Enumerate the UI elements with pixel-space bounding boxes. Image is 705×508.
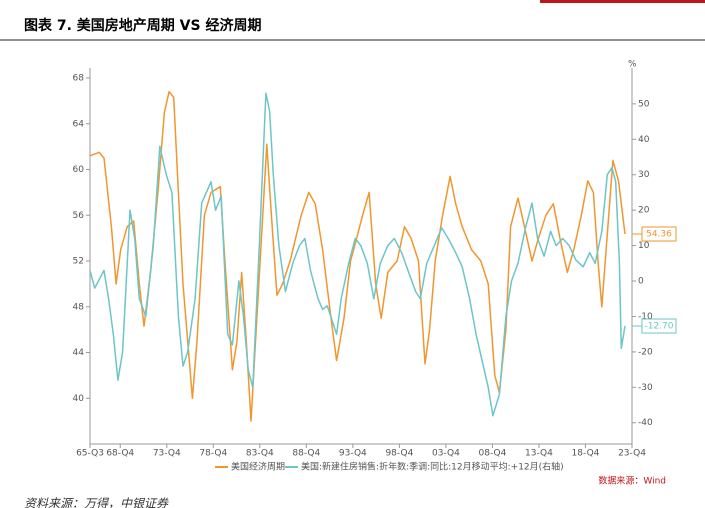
y-tick-label: 56	[73, 211, 85, 221]
y2-tick-label: 10	[638, 241, 650, 251]
y2-unit: %	[628, 60, 637, 70]
y2-tick-label: 50	[638, 99, 650, 109]
x-tick-label: 88-Q4	[292, 449, 320, 459]
y-tick-label: 52	[73, 257, 84, 267]
x-tick-label: 65-Q3	[76, 449, 104, 459]
end-label: -12.70	[644, 322, 673, 332]
y2-tick-label: 40	[638, 135, 650, 145]
y-tick-label: 40	[73, 394, 85, 404]
title: 图表 7. 美国房地产周期 VS 经济周期	[24, 17, 261, 34]
x-tick-label: 68-Q4	[106, 449, 134, 459]
x-tick-label: 83-Q4	[246, 449, 274, 459]
y-tick-label: 64	[73, 119, 85, 129]
y-tick-label: 68	[73, 74, 85, 84]
legend-label: 美国:新建住房销售:折年数:季调:同比:12月移动平均:+12月(右轴)	[301, 461, 564, 473]
x-tick-label: 93-Q4	[339, 449, 367, 459]
y-tick-label: 60	[73, 165, 85, 175]
y2-tick-label: 0	[638, 277, 644, 287]
x-tick-label: 03-Q4	[432, 449, 460, 459]
y2-tick-label: -20	[638, 347, 653, 357]
x-tick-label: 23-Q4	[618, 449, 646, 459]
y2-tick-label: -40	[638, 418, 653, 428]
y-tick-label: 44	[73, 348, 85, 358]
x-tick-label: 08-Q4	[479, 449, 507, 459]
x-tick-label: 18-Q4	[572, 449, 600, 459]
x-tick-label: 13-Q4	[525, 449, 553, 459]
footer: 资料来源：万得，中银证券	[24, 497, 169, 508]
y2-tick-label: -10	[638, 312, 653, 322]
y2-tick-label: 20	[638, 206, 650, 216]
x-tick-label: 73-Q4	[153, 449, 181, 459]
line-series	[89, 90, 626, 422]
y-tick-label: 48	[73, 302, 85, 312]
x-tick-label: 98-Q4	[385, 449, 413, 459]
end-label: 54.36	[646, 230, 672, 240]
y2-tick-label: -30	[638, 383, 653, 393]
legend-label: 美国经济周期	[231, 461, 285, 473]
y2-tick-label: 30	[638, 170, 650, 180]
line-series	[89, 92, 626, 417]
x-tick-label: 78-Q4	[199, 449, 227, 459]
top-bar	[540, 0, 705, 3]
source: 数据来源：Wind	[598, 475, 666, 487]
